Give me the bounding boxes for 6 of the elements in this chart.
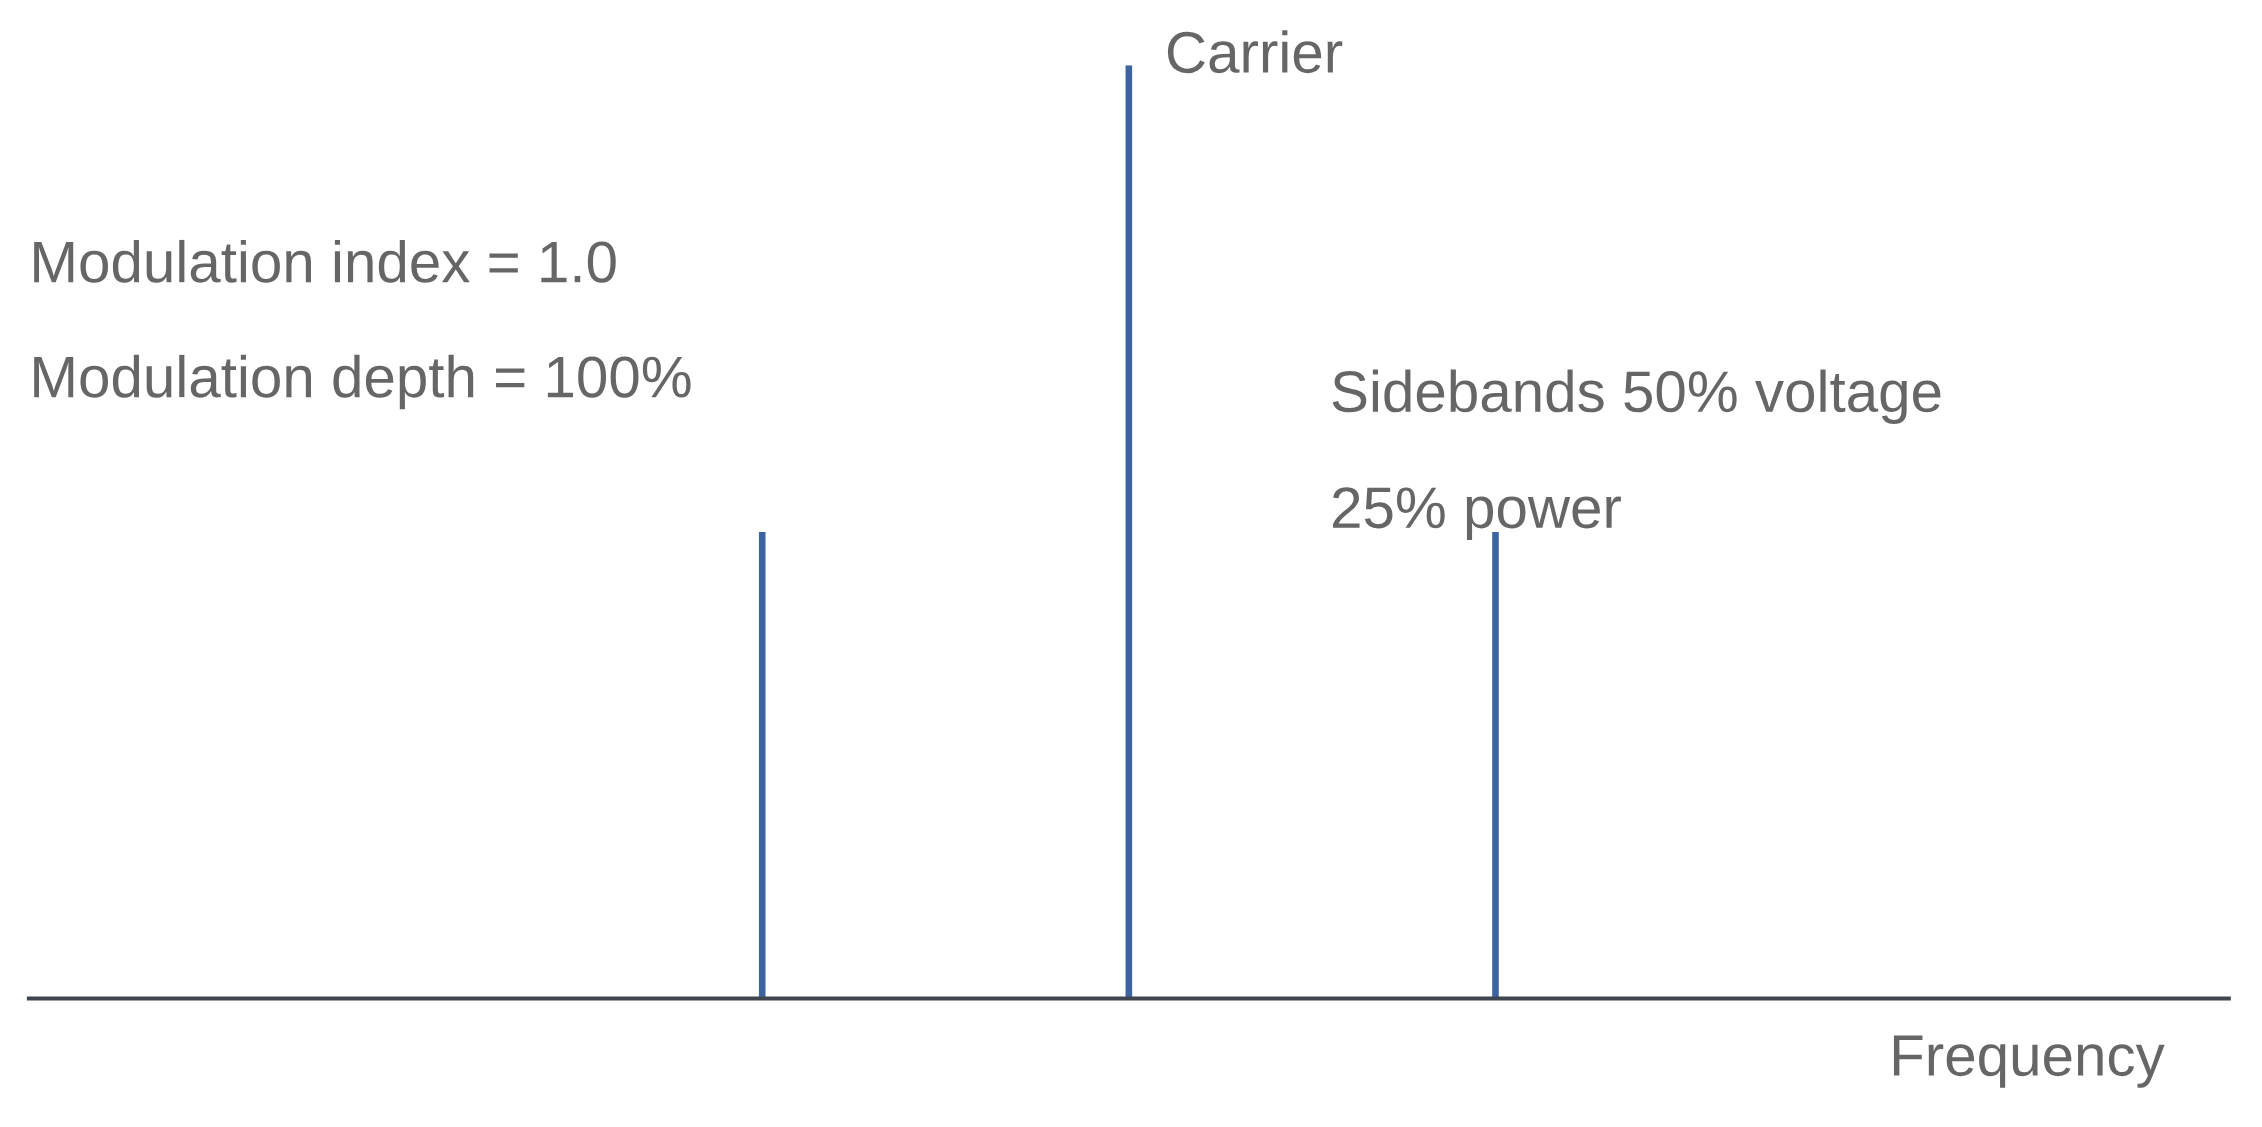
annotation: Modulation index = 1.0 <box>34 239 616 283</box>
annotation: Sidebands 50% voltage <box>1332 369 1941 424</box>
annotation: 25% power <box>1332 487 1621 540</box>
annotation: Carrier <box>1167 30 1343 74</box>
x-axis-title: Frequency <box>1893 1035 2165 1088</box>
annotation: Modulation depth = 100% <box>34 354 691 410</box>
